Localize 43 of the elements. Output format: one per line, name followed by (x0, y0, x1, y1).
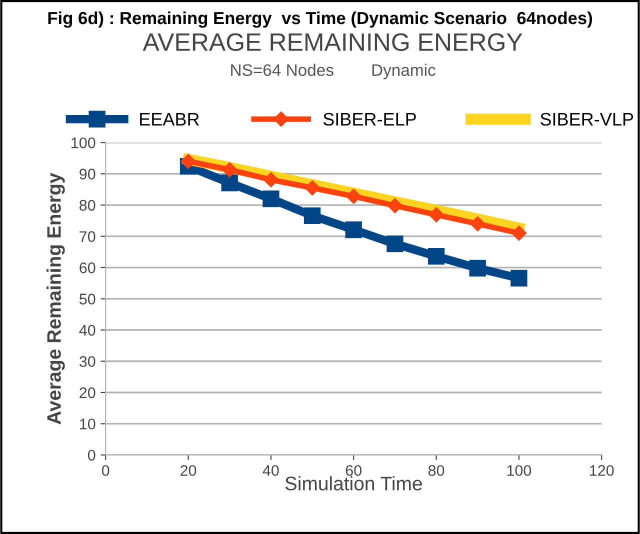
chart-title: AVERAGE REMAINING ENERGY (142, 33, 522, 51)
point (511, 226, 527, 241)
y-tick-label: 60 (80, 262, 96, 274)
point (262, 190, 280, 208)
point (428, 207, 444, 222)
legend-label: SIBER-VLP (540, 112, 634, 126)
y-tick-label: 30 (79, 356, 96, 367)
y-tick-label: 40 (79, 324, 96, 336)
legend-label: EEABR (140, 113, 199, 126)
point (180, 154, 196, 169)
point (510, 270, 528, 286)
x-tick-label: 40 (262, 465, 279, 476)
y-tick-label: 0 (88, 450, 96, 461)
x-axis-title: Simulation Time (285, 476, 422, 490)
x-tick-label: 100 (507, 465, 532, 476)
point (345, 221, 362, 238)
point (304, 180, 320, 196)
y-tick-label: 50 (79, 294, 96, 304)
caption: Fig 6d) : Remaining Energy vs Time (Dynamic Scenario 64nodes) (48, 11, 592, 28)
point (346, 188, 362, 204)
y-tick-label: 100 (72, 137, 96, 148)
x-tick-label: 0 (102, 465, 110, 476)
point (222, 162, 238, 178)
y-tick-label: 80 (80, 200, 96, 211)
y-tick-label: 20 (80, 387, 96, 398)
point (263, 172, 279, 188)
y-tick-label: 70 (80, 231, 96, 242)
point (469, 260, 486, 276)
point (387, 198, 403, 214)
x-tick-label: 20 (180, 465, 196, 476)
x-tick-label: 120 (590, 465, 614, 476)
point (470, 216, 486, 232)
legend-label: SIBER-ELP (323, 112, 416, 126)
y-axis-title: Average Remaining Energy (46, 172, 65, 424)
x-tick-label: 60 (346, 465, 362, 476)
y-tick-label: 10 (80, 418, 96, 430)
x-tick-label: 80 (428, 465, 444, 476)
point (386, 235, 404, 252)
chart-subtitle: NS=64 Nodes Dynamic (231, 64, 436, 80)
point (428, 248, 445, 265)
y-tick-label: 90 (80, 168, 96, 180)
point (304, 207, 321, 224)
point (221, 174, 238, 192)
